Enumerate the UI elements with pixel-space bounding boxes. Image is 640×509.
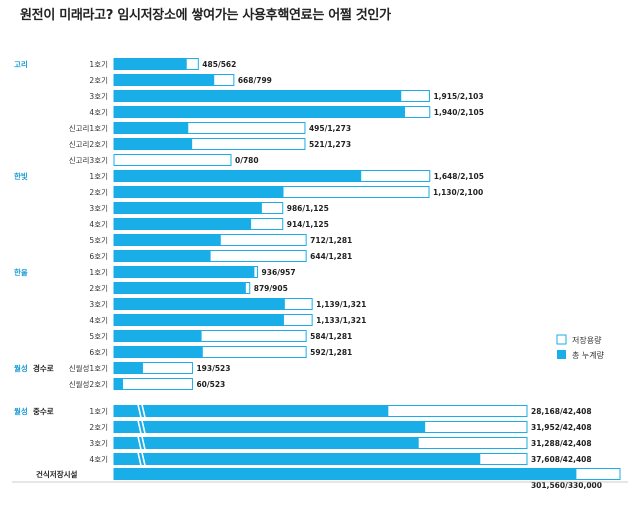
total-bar <box>114 378 123 390</box>
total-bar <box>114 405 389 417</box>
value-label: 914/1,125 <box>287 220 329 229</box>
legend-total-label: 총 누계량 <box>572 350 605 360</box>
capacity-bar <box>113 154 232 166</box>
row-label: 신월성1호기 <box>69 363 108 373</box>
axis-break-mark <box>137 404 146 418</box>
total-bar <box>114 186 284 198</box>
value-label: 584/1,281 <box>310 332 352 341</box>
row-label: 4호기 <box>89 220 108 229</box>
total-bar <box>114 266 255 278</box>
row-label: 2호기 <box>89 423 108 432</box>
chart-title: 원전이 미래라고? 임시저장소에 쌓여가는 사용후핵연료는 어쩔 것인가 <box>20 8 391 23</box>
value-label: 712/1,281 <box>310 236 352 245</box>
value-label: 31,952/42,408 <box>531 423 592 432</box>
total-bar <box>114 234 221 246</box>
group-label: 한빛 <box>14 171 28 181</box>
value-label: 879/905 <box>254 284 288 293</box>
value-label: 1,133/1,321 <box>316 316 366 325</box>
row-label: 4호기 <box>89 455 108 464</box>
total-bar <box>114 453 481 465</box>
row-label: 신고리3호기 <box>69 156 108 165</box>
total-bar <box>114 138 193 150</box>
legend-capacity-swatch <box>556 334 567 345</box>
row-label: 4호기 <box>89 108 108 117</box>
total-bar <box>114 170 362 182</box>
group-label: 월성 <box>14 363 28 373</box>
total-bar <box>114 106 405 118</box>
total-bar <box>114 90 402 102</box>
total-bar <box>114 314 284 326</box>
value-label: 936/957 <box>262 268 296 277</box>
axis-break-mark <box>137 436 146 450</box>
total-bar <box>114 298 285 310</box>
row-label: 2호기 <box>89 188 108 197</box>
group-label: 고리 <box>14 59 28 69</box>
value-label: 1,940/2,105 <box>434 108 484 117</box>
total-bar <box>114 346 203 358</box>
total-bar <box>114 468 577 480</box>
row-label: 1호기 <box>89 172 108 181</box>
total-bar <box>114 421 426 433</box>
row-label: 4호기 <box>89 316 108 325</box>
value-label: 37,608/42,408 <box>531 455 592 464</box>
value-label: 1,139/1,321 <box>316 300 366 309</box>
row-label: 신고리2호기 <box>69 140 108 149</box>
row-label: 5호기 <box>89 332 108 341</box>
legend-total-swatch <box>557 350 566 359</box>
row-label: 6호기 <box>89 348 108 357</box>
value-label: 60/523 <box>196 380 225 389</box>
value-label: 31,288/42,408 <box>531 439 592 448</box>
row-label: 1호기 <box>89 268 108 277</box>
row-label: 1호기 <box>89 407 108 416</box>
value-label: 1,648/2,105 <box>434 172 484 181</box>
row-label: 3호기 <box>89 439 108 448</box>
row-label: 5호기 <box>89 236 108 245</box>
row-label: 1호기 <box>89 60 108 69</box>
value-label: 592/1,281 <box>310 348 352 357</box>
total-bar <box>114 437 419 449</box>
row-label: 3호기 <box>89 92 108 101</box>
value-label: 521/1,273 <box>309 140 351 149</box>
group-sublabel: 경수로 <box>33 363 54 373</box>
total-bar <box>114 74 215 86</box>
total-bar <box>114 250 211 262</box>
axis-break-mark <box>137 420 146 434</box>
total-bar <box>114 330 202 342</box>
value-label: 986/1,125 <box>287 204 329 213</box>
value-label: 0/780 <box>235 156 259 165</box>
group-label: 월성 <box>14 406 28 416</box>
row-label: 2호기 <box>89 284 108 293</box>
total-bar <box>114 362 143 374</box>
row-label: 3호기 <box>89 300 108 309</box>
value-label: 193/523 <box>196 364 230 373</box>
total-bar <box>114 282 246 294</box>
value-label: 1,915/2,103 <box>433 92 483 101</box>
capacity-bar <box>113 378 193 390</box>
legend-capacity-label: 저장용량 <box>572 335 602 345</box>
value-label: 485/562 <box>202 60 236 69</box>
row-label: 6호기 <box>89 252 108 261</box>
total-bar <box>114 122 189 134</box>
total-bar <box>114 218 252 230</box>
group-sublabel: 중수로 <box>33 407 54 416</box>
row-label: 2호기 <box>89 76 108 85</box>
value-label: 668/799 <box>238 76 272 85</box>
row-label: 신월성2호기 <box>69 379 108 389</box>
row-label: 신고리1호기 <box>69 124 108 133</box>
row-label: 3호기 <box>89 204 108 213</box>
group-label: 한울 <box>14 267 28 277</box>
total-bar <box>114 58 187 70</box>
group-label: 건식저장시설 <box>36 469 77 479</box>
axis-break-mark <box>137 452 146 466</box>
value-label: 1,130/2,100 <box>433 188 483 197</box>
total-bar <box>114 202 262 214</box>
value-label: 644/1,281 <box>310 252 352 261</box>
value-label: 495/1,273 <box>309 124 351 133</box>
value-label: 301,560/330,000 <box>531 481 602 490</box>
value-label: 28,168/42,408 <box>531 407 592 416</box>
